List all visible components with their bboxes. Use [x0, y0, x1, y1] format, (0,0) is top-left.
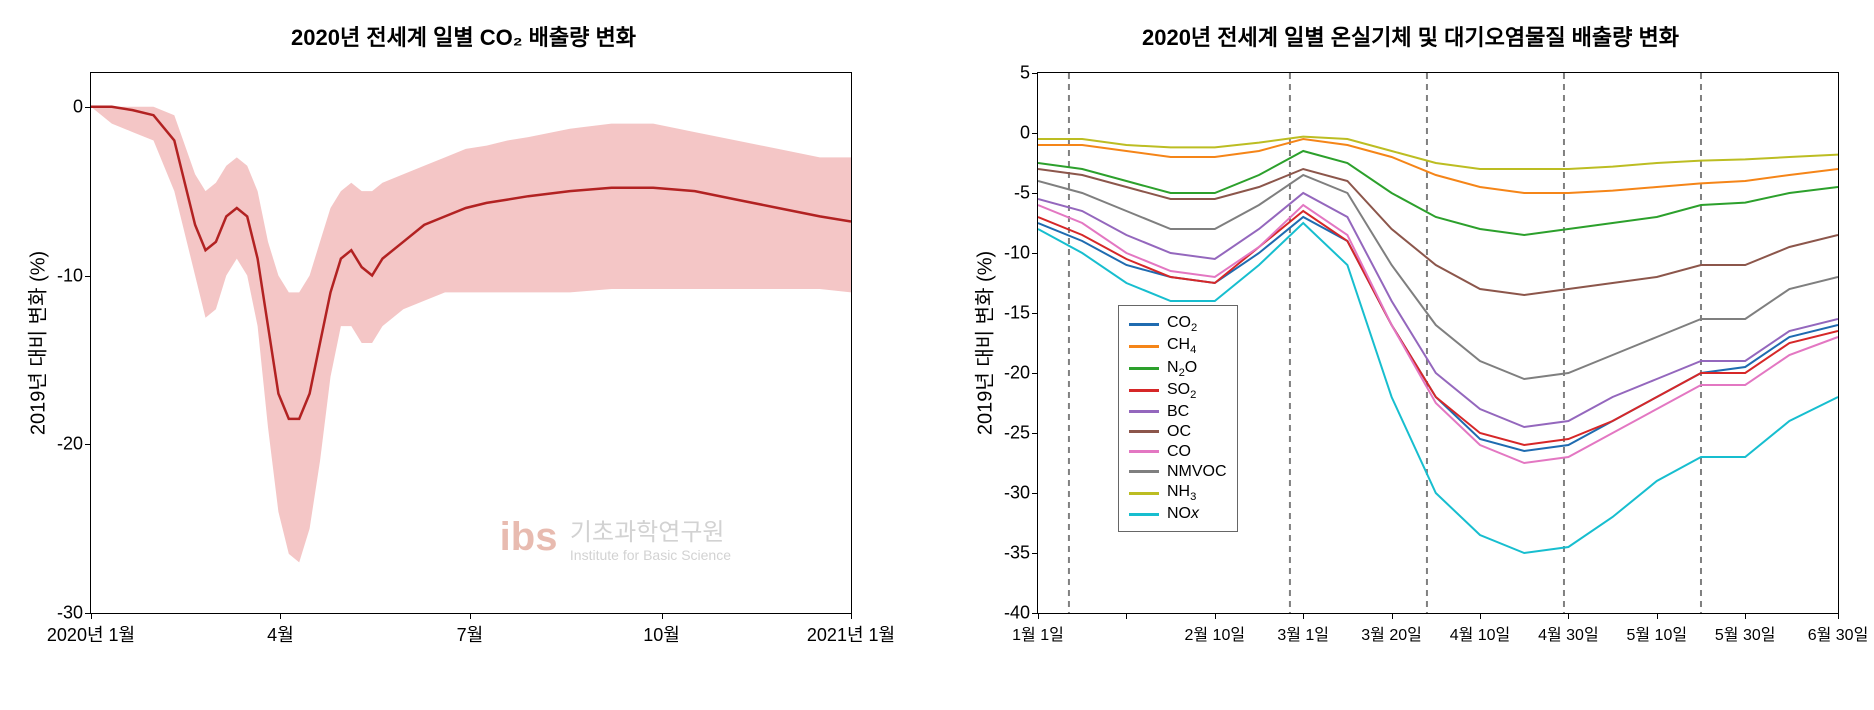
x-tick-label: 4월 30일 [1538, 621, 1599, 645]
legend-label: SO2 [1167, 381, 1196, 401]
legend-label: NOx [1167, 505, 1199, 523]
x-tick-label: 10월 [643, 621, 680, 647]
watermark-sub: Institute for Basic Science [570, 547, 731, 563]
x-tick-label: 3월 20일 [1361, 621, 1422, 645]
legend-label: CO [1167, 443, 1191, 461]
x-tick-label: 1월 1일 [1012, 621, 1064, 645]
legend-item: NMVOC [1129, 463, 1227, 481]
legend-item: NOx [1129, 505, 1227, 523]
legend-swatch [1129, 389, 1159, 392]
legend-label: CH4 [1167, 336, 1196, 356]
legend-label: NH3 [1167, 483, 1196, 503]
legend-swatch [1129, 470, 1159, 473]
legend-item: CO2 [1129, 314, 1227, 334]
left-y-axis-label: 2019년 대비 변화 (%) [22, 251, 51, 435]
right-y-axis-label: 2019년 대비 변화 (%) [969, 251, 998, 435]
y-tick-label: -25 [1004, 423, 1030, 444]
x-tick-label: 2021년 1월 [807, 621, 895, 647]
x-tick-label: 2020년 1월 [47, 621, 135, 647]
legend-item: N2O [1129, 359, 1227, 379]
right-plot-area: 2019년 대비 변화 (%) 50-5-10-15-20-25-30-35-4… [1037, 72, 1839, 614]
legend-swatch [1129, 450, 1159, 453]
y-tick-label: -10 [57, 265, 83, 286]
y-tick-label: 0 [73, 96, 83, 117]
legend-label: BC [1167, 403, 1189, 421]
legend-item: BC [1129, 403, 1227, 421]
legend: CO2CH4 N2OSO2 BC OC CO NMVOC NH3 NOx [1118, 305, 1238, 532]
y-tick-label: -15 [1004, 303, 1030, 324]
y-tick-label: -30 [1004, 483, 1030, 504]
legend-swatch [1129, 410, 1159, 413]
series-line-NH₃ [1038, 137, 1838, 169]
x-tick-label: 5월 10일 [1626, 621, 1687, 645]
legend-item: SO2 [1129, 381, 1227, 401]
legend-label: CO2 [1167, 314, 1197, 334]
legend-item: NH3 [1129, 483, 1227, 503]
x-tick-label: 4월 10일 [1450, 621, 1511, 645]
legend-label: OC [1167, 423, 1191, 441]
watermark-main: 기초과학연구원 [570, 512, 731, 547]
right-chart-panel: 2020년 전세계 일별 온실기체 및 대기오염물질 배출량 변화 2019년 … [967, 20, 1854, 614]
x-tick-label: 3월 1일 [1277, 621, 1329, 645]
y-tick-label: 5 [1020, 63, 1030, 84]
y-tick-label: 0 [1020, 123, 1030, 144]
y-tick-label: -10 [1004, 243, 1030, 264]
left-chart-title: 2020년 전세계 일별 CO₂ 배출량 변화 [20, 20, 907, 52]
legend-item: CO [1129, 443, 1227, 461]
x-tick-label: 6월 30일 [1808, 621, 1869, 645]
legend-item: CH4 [1129, 336, 1227, 356]
uncertainty-band [91, 107, 851, 563]
legend-swatch [1129, 345, 1159, 348]
legend-swatch [1129, 513, 1159, 516]
watermark-logo: ibs [500, 515, 558, 560]
y-tick-label: -35 [1004, 543, 1030, 564]
y-tick-label: -20 [1004, 363, 1030, 384]
x-tick-label: 7월 [457, 621, 484, 647]
watermark: ibs 기초과학연구원 Institute for Basic Science [500, 512, 731, 563]
legend-item: OC [1129, 423, 1227, 441]
legend-swatch [1129, 367, 1159, 370]
legend-swatch [1129, 492, 1159, 495]
legend-swatch [1129, 430, 1159, 433]
x-tick-label: 5월 30일 [1715, 621, 1776, 645]
legend-label: NMVOC [1167, 463, 1227, 481]
right-chart-title: 2020년 전세계 일별 온실기체 및 대기오염물질 배출량 변화 [967, 20, 1854, 52]
y-tick-label: -5 [1014, 183, 1030, 204]
left-chart-panel: 2020년 전세계 일별 CO₂ 배출량 변화 2019년 대비 변화 (%) … [20, 20, 907, 614]
left-plot-area: 2019년 대비 변화 (%) ibs 기초과학연구원 Institute fo… [90, 72, 852, 614]
legend-swatch [1129, 323, 1159, 326]
left-chart-svg [91, 73, 851, 613]
legend-label: N2O [1167, 359, 1197, 379]
y-tick-label: -20 [57, 434, 83, 455]
x-tick-label: 2월 10일 [1184, 621, 1245, 645]
series-line-OC [1038, 169, 1838, 295]
x-tick-label: 4월 [267, 621, 294, 647]
